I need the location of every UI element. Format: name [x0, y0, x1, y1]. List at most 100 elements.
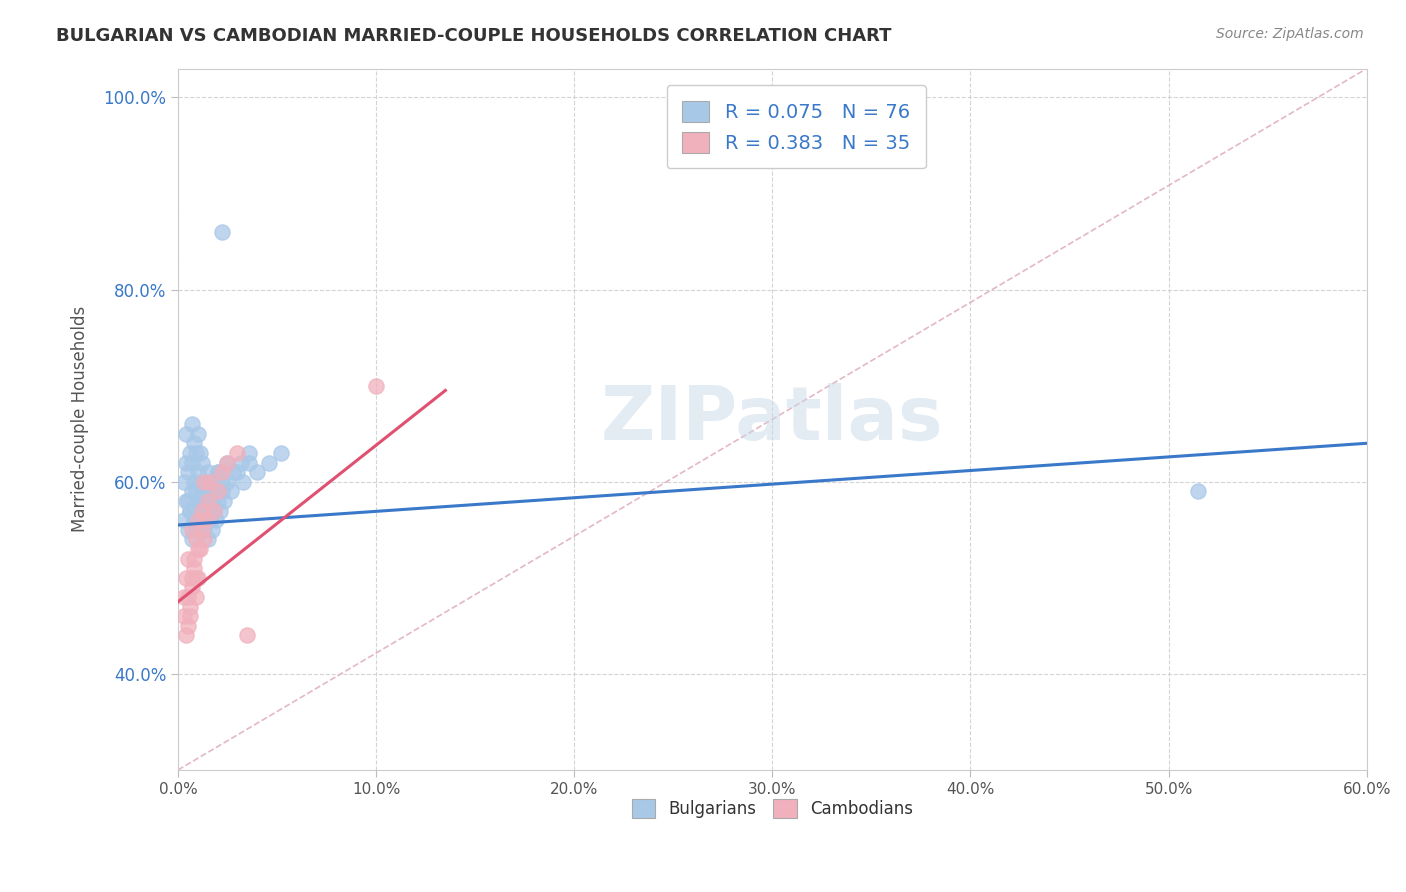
- Point: [207, 484, 229, 499]
- Point: [187, 465, 209, 479]
- Point: [201, 494, 224, 508]
- Point: [226, 446, 249, 460]
- Point: [221, 484, 243, 499]
- Point: [194, 503, 217, 517]
- Point: [184, 590, 207, 604]
- Point: [232, 475, 254, 489]
- Point: [238, 455, 260, 469]
- Point: [184, 484, 207, 499]
- Point: [193, 475, 215, 489]
- Point: [187, 503, 209, 517]
- Point: [184, 533, 207, 547]
- Point: [187, 523, 209, 537]
- Point: [222, 465, 245, 479]
- Point: [226, 465, 249, 479]
- Point: [179, 503, 201, 517]
- Point: [211, 225, 233, 239]
- Point: [184, 571, 207, 585]
- Point: [207, 465, 229, 479]
- Point: [270, 446, 292, 460]
- Point: [217, 475, 239, 489]
- Point: [177, 523, 200, 537]
- Point: [197, 533, 219, 547]
- Point: [212, 494, 235, 508]
- Point: [207, 494, 229, 508]
- Point: [198, 513, 221, 527]
- Point: [184, 513, 207, 527]
- Point: [190, 523, 212, 537]
- Point: [188, 446, 211, 460]
- Point: [197, 503, 219, 517]
- Text: Source: ZipAtlas.com: Source: ZipAtlas.com: [1216, 27, 1364, 41]
- Point: [238, 446, 260, 460]
- Point: [173, 475, 195, 489]
- Point: [190, 513, 212, 527]
- Point: [197, 494, 219, 508]
- Point: [187, 494, 209, 508]
- Point: [190, 503, 212, 517]
- Point: [208, 503, 231, 517]
- Point: [174, 571, 197, 585]
- Point: [211, 465, 233, 479]
- Point: [190, 455, 212, 469]
- Point: [201, 523, 224, 537]
- Point: [174, 628, 197, 642]
- Point: [197, 465, 219, 479]
- Point: [179, 609, 201, 624]
- Point: [217, 455, 239, 469]
- Point: [231, 455, 253, 469]
- Point: [173, 590, 195, 604]
- Point: [174, 455, 197, 469]
- Y-axis label: Married-couple Households: Married-couple Households: [72, 306, 89, 533]
- Point: [180, 417, 202, 431]
- Point: [257, 455, 280, 469]
- Point: [207, 465, 229, 479]
- Point: [177, 494, 200, 508]
- Point: [179, 446, 201, 460]
- Point: [211, 484, 233, 499]
- Point: [180, 455, 202, 469]
- Point: [184, 446, 207, 460]
- Point: [202, 484, 225, 499]
- Point: [188, 503, 211, 517]
- Legend: Bulgarians, Cambodians: Bulgarians, Cambodians: [626, 793, 920, 825]
- Point: [193, 503, 215, 517]
- Point: [202, 503, 225, 517]
- Point: [1187, 484, 1209, 499]
- Point: [193, 533, 215, 547]
- Point: [246, 465, 269, 479]
- Point: [197, 494, 219, 508]
- Point: [174, 494, 197, 508]
- Point: [174, 426, 197, 441]
- Point: [187, 513, 209, 527]
- Point: [188, 513, 211, 527]
- Point: [202, 475, 225, 489]
- Point: [204, 513, 226, 527]
- Point: [180, 571, 202, 585]
- Point: [183, 436, 205, 450]
- Point: [173, 513, 195, 527]
- Point: [180, 523, 202, 537]
- Point: [188, 475, 211, 489]
- Point: [183, 503, 205, 517]
- Point: [179, 503, 201, 517]
- Point: [183, 561, 205, 575]
- Point: [198, 475, 221, 489]
- Point: [188, 541, 211, 556]
- Point: [194, 513, 217, 527]
- Point: [187, 426, 209, 441]
- Point: [177, 590, 200, 604]
- Point: [211, 475, 233, 489]
- Point: [177, 465, 200, 479]
- Point: [187, 571, 209, 585]
- Point: [187, 541, 209, 556]
- Point: [177, 551, 200, 566]
- Point: [194, 484, 217, 499]
- Point: [183, 513, 205, 527]
- Point: [180, 533, 202, 547]
- Point: [194, 475, 217, 489]
- Text: BULGARIAN VS CAMBODIAN MARRIED-COUPLE HOUSEHOLDS CORRELATION CHART: BULGARIAN VS CAMBODIAN MARRIED-COUPLE HO…: [56, 27, 891, 45]
- Point: [193, 523, 215, 537]
- Point: [364, 378, 387, 392]
- Point: [177, 619, 200, 633]
